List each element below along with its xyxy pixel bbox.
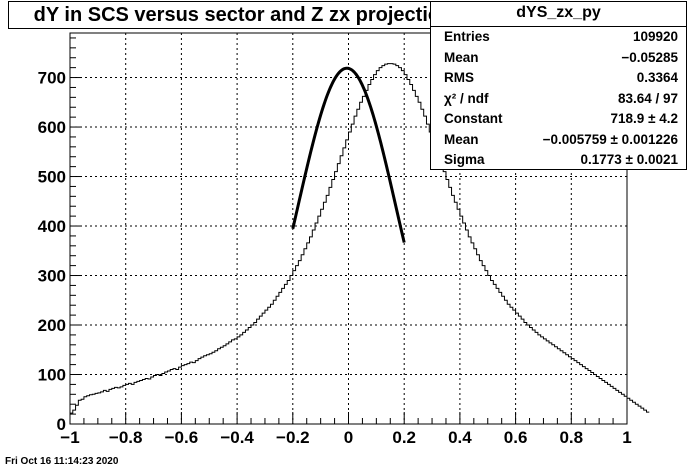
stats-row: Mean −0.005759 ± 0.001226 xyxy=(431,130,686,151)
stats-key: RMS xyxy=(444,70,474,85)
chart-title: dY in SCS versus sector and Z zx project… xyxy=(8,1,478,29)
x-tick-label: −0.4 xyxy=(220,428,254,447)
y-axis: 0 100 200 300 400 500 600 700 xyxy=(38,37,82,434)
stats-key: Mean xyxy=(444,131,479,147)
gaussian-fit-line xyxy=(291,66,406,243)
stats-value: 718.9 ± 4.2 xyxy=(610,111,678,126)
stats-key: Sigma xyxy=(444,152,485,167)
stats-value: 0.3364 xyxy=(636,70,678,85)
stats-value: −0.005759 ± 0.001226 xyxy=(542,131,678,147)
stats-box: dYS_zx_py Entries 109920 Mean −0.05285 RMS… xyxy=(430,1,687,170)
stats-row: RMS 0.3364 xyxy=(431,68,686,89)
stats-value: 109920 xyxy=(632,29,678,44)
stats-row: Entries 109920 xyxy=(431,27,686,48)
stats-key: χ² / ndf xyxy=(444,90,489,106)
stats-row: Mean −0.05285 xyxy=(431,48,686,69)
x-tick-label: 0.2 xyxy=(392,428,416,447)
y-tick-label: 100 xyxy=(38,366,66,385)
stats-value: −0.05285 xyxy=(621,49,678,65)
y-tick-label: 500 xyxy=(38,168,66,187)
stats-row: Constant 718.9 ± 4.2 xyxy=(431,109,686,130)
x-axis: −1 −0.8 −0.6 −0.4 −0.2 0 0.2 0.4 0.6 0.8 1 xyxy=(60,412,632,447)
stats-row: χ² / ndf 83.64 / 97 xyxy=(431,89,686,110)
stats-value: 83.64 / 97 xyxy=(617,90,678,106)
histogram-line xyxy=(69,63,650,424)
stats-value: 0.1773 ± 0.0021 xyxy=(580,152,679,167)
x-tick-label: 0 xyxy=(344,428,353,447)
stats-key: Entries xyxy=(444,29,490,44)
y-tick-label: 300 xyxy=(38,267,66,286)
timestamp: Fri Oct 16 11:14:23 2020 xyxy=(5,456,119,467)
stats-key: Constant xyxy=(444,111,503,126)
x-tick-label: 0.4 xyxy=(448,428,472,447)
y-tick-label: 400 xyxy=(38,217,66,236)
x-tick-label: −0.2 xyxy=(276,428,310,447)
x-tick-label: 0.8 xyxy=(559,428,583,447)
stats-name: dYS_zx_py xyxy=(431,2,686,27)
x-tick-label: −1 xyxy=(60,428,79,447)
y-tick-label: 200 xyxy=(38,316,66,335)
y-tick-label: 700 xyxy=(38,69,66,88)
x-tick-label: 0.6 xyxy=(504,428,528,447)
x-tick-label: −0.6 xyxy=(165,428,199,447)
x-tick-label: 1 xyxy=(622,428,631,447)
y-tick-label: 600 xyxy=(38,118,66,137)
stats-key: Mean xyxy=(444,49,479,65)
stats-row: Sigma 0.1773 ± 0.0021 xyxy=(431,150,686,171)
x-tick-label: −0.8 xyxy=(109,428,143,447)
y-tick-label: 0 xyxy=(57,415,66,434)
